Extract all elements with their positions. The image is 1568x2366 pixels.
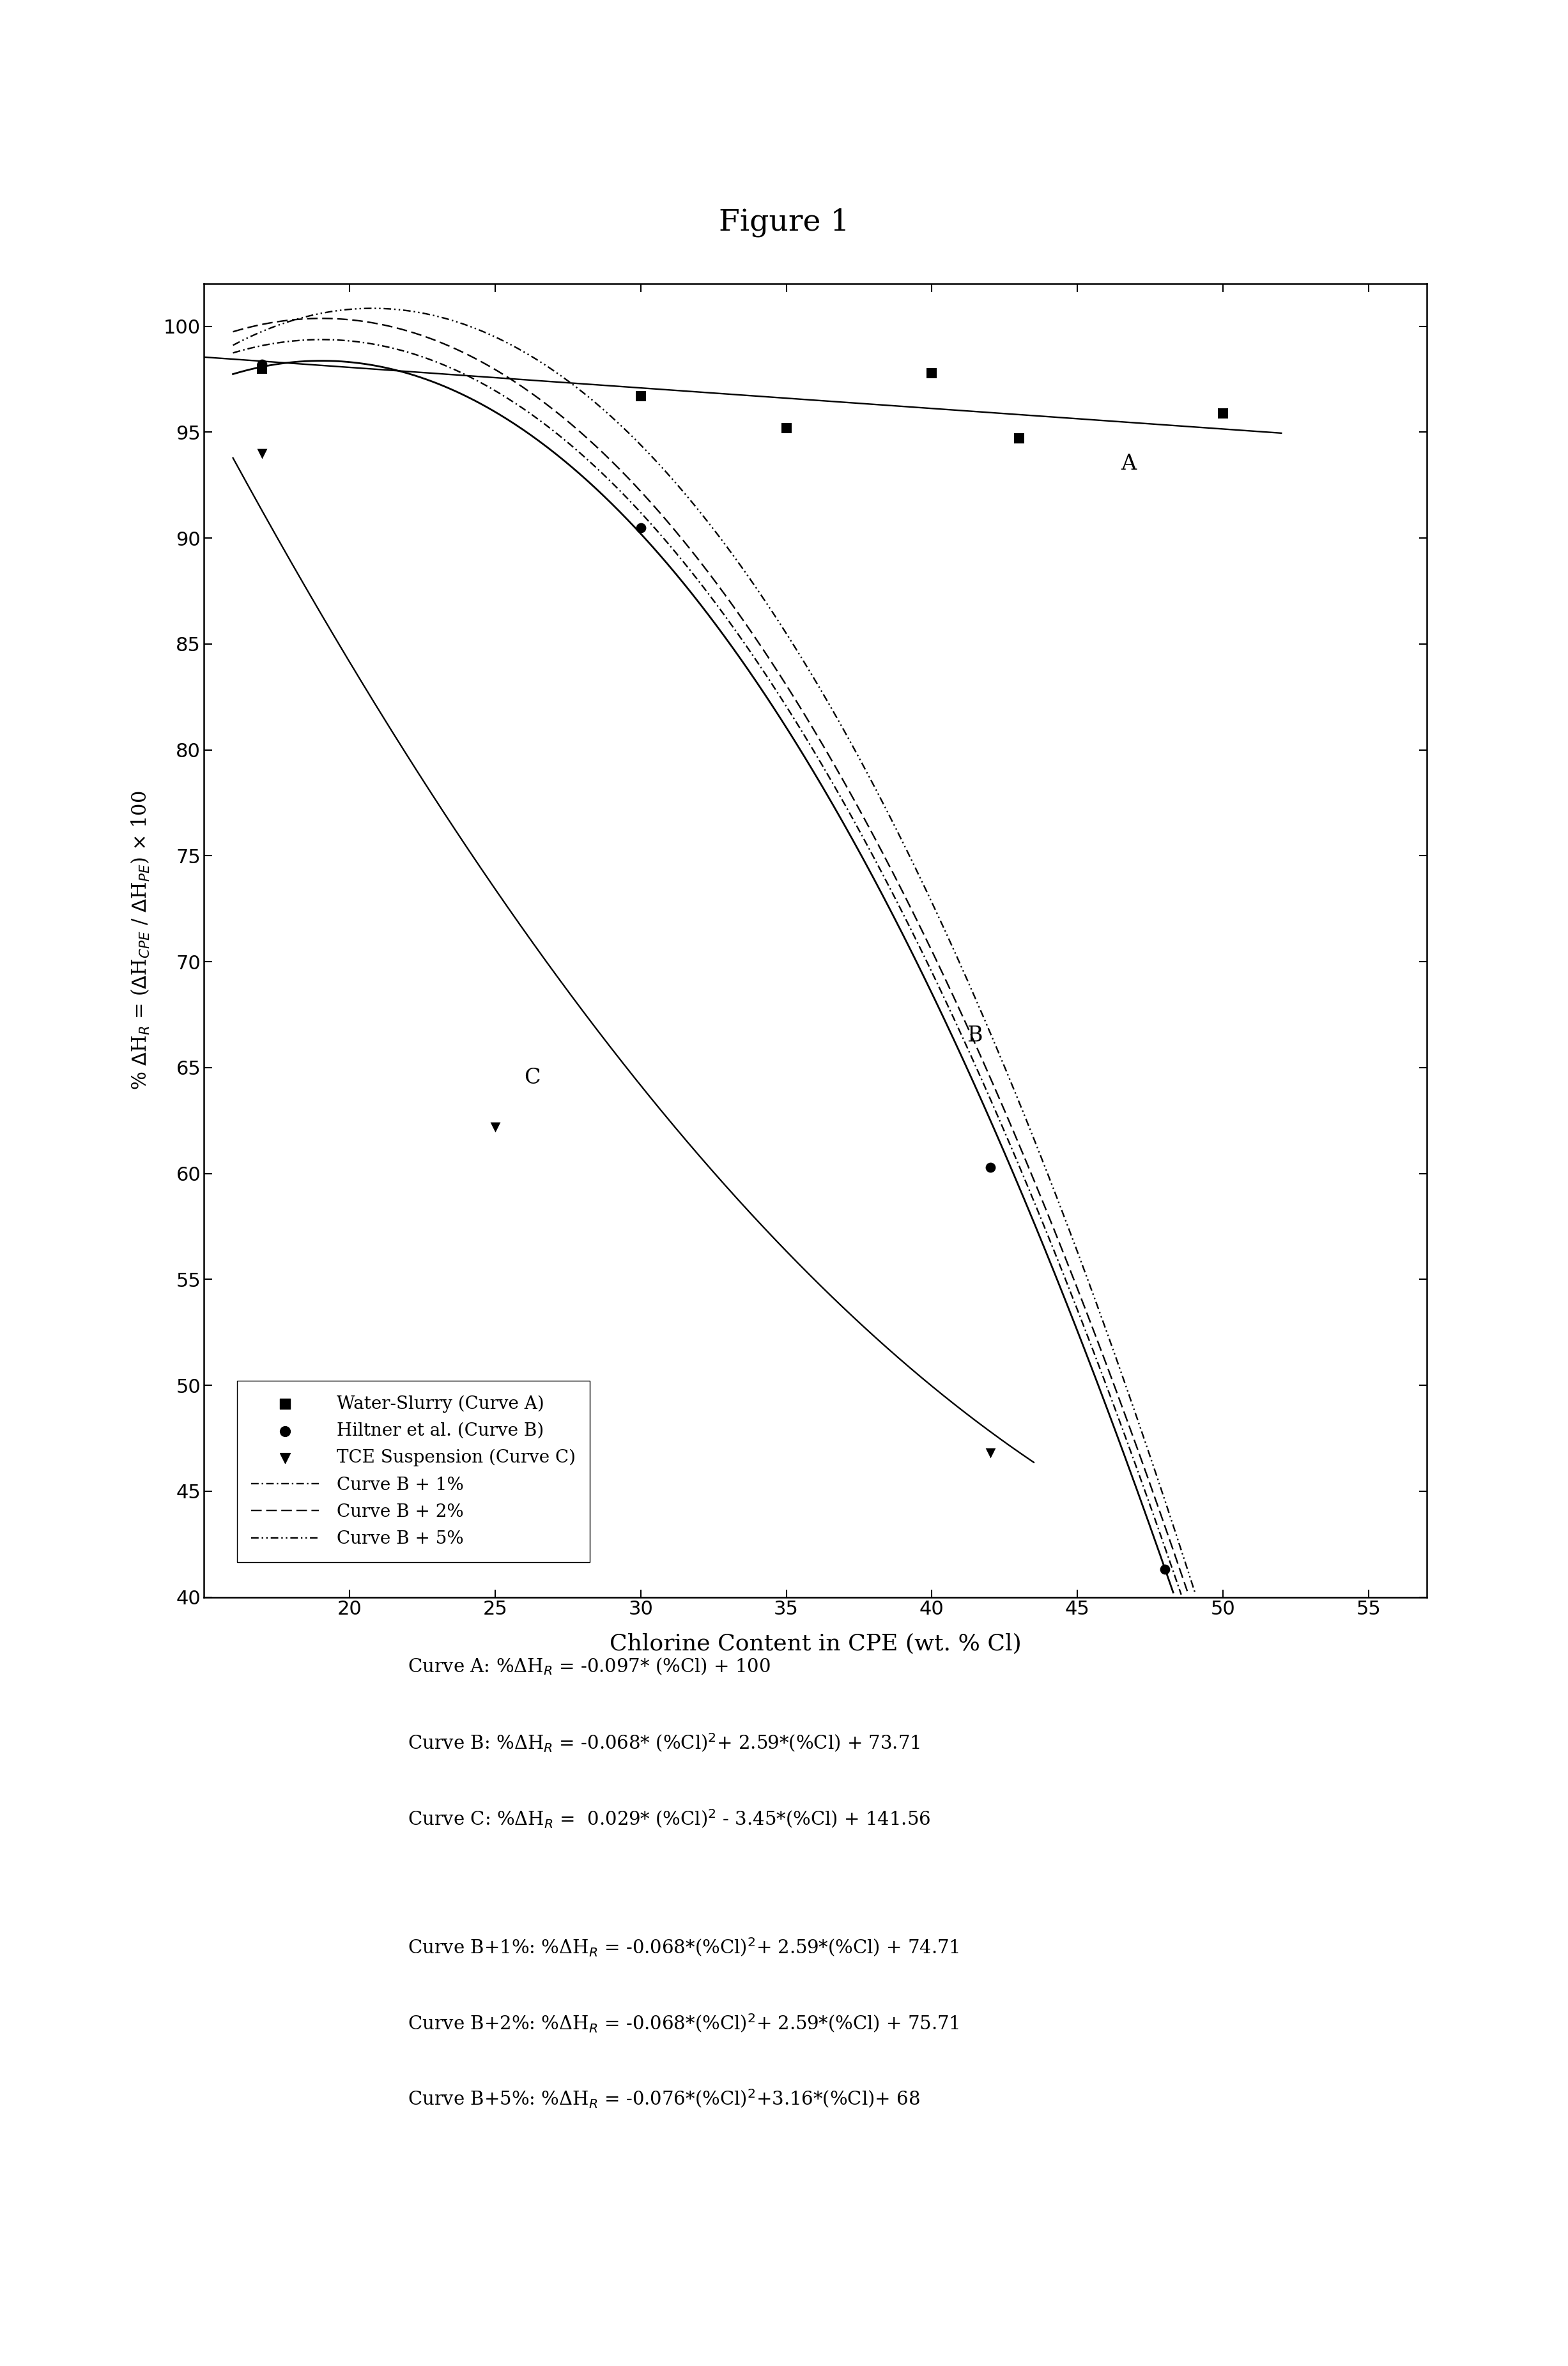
Text: Curve C: %ΔH$_R$ =  0.029* (%Cl)$^2$ - 3.45*(%Cl) + 141.56: Curve C: %ΔH$_R$ = 0.029* (%Cl)$^2$ - 3.…	[408, 1808, 930, 1829]
Point	[249, 350, 274, 388]
Point	[249, 435, 274, 473]
Text: A: A	[1121, 454, 1137, 473]
Text: Curve B: %ΔH$_R$ = -0.068* (%Cl)$^2$+ 2.59*(%Cl) + 73.71: Curve B: %ΔH$_R$ = -0.068* (%Cl)$^2$+ 2.…	[408, 1732, 920, 1753]
Y-axis label: % $\Delta$H$_R$ = ($\Delta$H$_{CPE}$ / $\Delta$H$_{PE}$) $\times$ 100: % $\Delta$H$_R$ = ($\Delta$H$_{CPE}$ / $…	[130, 790, 151, 1091]
Text: C: C	[524, 1067, 541, 1088]
Point	[249, 345, 274, 383]
Point	[629, 509, 654, 547]
Point	[977, 1434, 1002, 1472]
Point	[1210, 395, 1236, 433]
X-axis label: Chlorine Content in CPE (wt. % Cl): Chlorine Content in CPE (wt. % Cl)	[610, 1633, 1021, 1654]
Point	[977, 1148, 1002, 1185]
Point	[1007, 419, 1032, 457]
Point	[773, 409, 798, 447]
Point	[919, 355, 944, 393]
Text: Curve B+2%: %ΔH$_R$ = -0.068*(%Cl)$^2$+ 2.59*(%Cl) + 75.71: Curve B+2%: %ΔH$_R$ = -0.068*(%Cl)$^2$+ …	[408, 2011, 960, 2035]
Point	[1152, 1550, 1178, 1588]
Point	[483, 1107, 508, 1145]
Text: Curve B+5%: %ΔH$_R$ = -0.076*(%Cl)$^2$+3.16*(%Cl)+ 68: Curve B+5%: %ΔH$_R$ = -0.076*(%Cl)$^2$+3…	[408, 2087, 920, 2110]
Legend: Water-Slurry (Curve A), Hiltner et al. (Curve B), TCE Suspension (Curve C), Curv: Water-Slurry (Curve A), Hiltner et al. (…	[237, 1382, 590, 1562]
Text: Figure 1: Figure 1	[718, 208, 850, 237]
Point	[629, 376, 654, 414]
Text: B: B	[967, 1024, 983, 1046]
Text: Curve B+1%: %ΔH$_R$ = -0.068*(%Cl)$^2$+ 2.59*(%Cl) + 74.71: Curve B+1%: %ΔH$_R$ = -0.068*(%Cl)$^2$+ …	[408, 1935, 960, 1959]
Text: Curve A: %ΔH$_R$ = -0.097* (%Cl) + 100: Curve A: %ΔH$_R$ = -0.097* (%Cl) + 100	[408, 1656, 770, 1677]
